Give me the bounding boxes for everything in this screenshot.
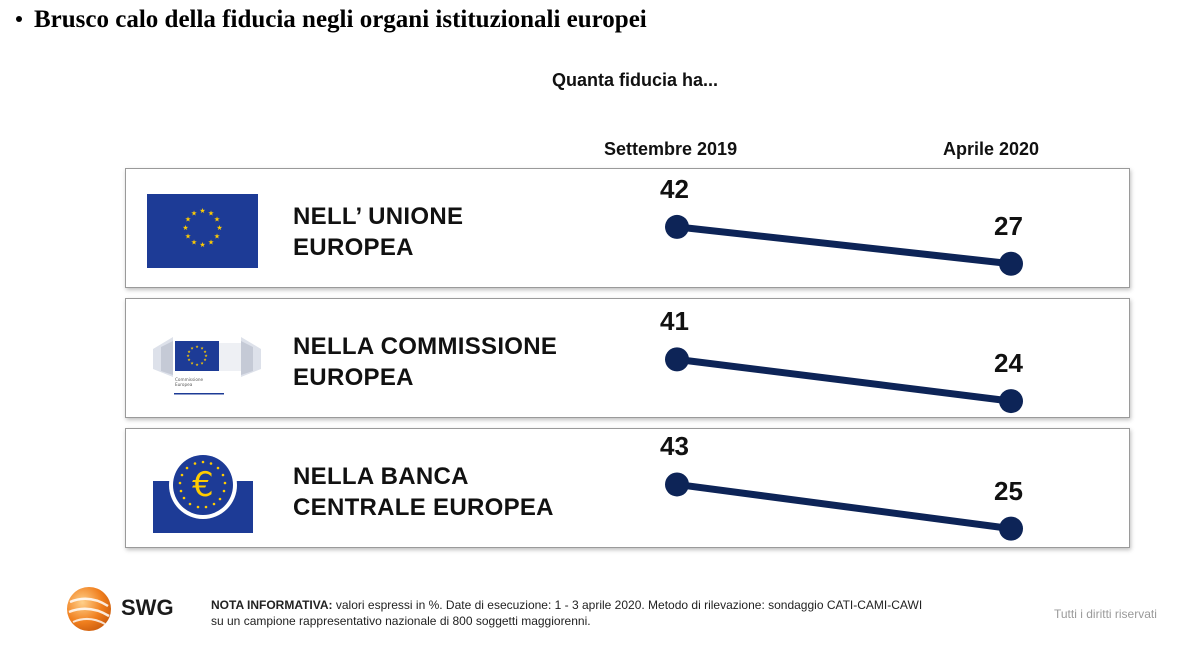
column-label-settembre-2019: Settembre 2019 [604, 139, 738, 159]
svg-text:★: ★ [208, 210, 214, 218]
note-line1: valori espressi in %. Date di esecuzione… [332, 598, 923, 612]
chart-title: Quanta fiducia ha... [551, 70, 719, 90]
panel-unione-europea: ★ ★ ★ ★ ★ ★ ★ ★ ★ ★ ★ ★ NELL’ UNIONE EUROPEA [125, 168, 1130, 288]
eu-flag-icon: ★ ★ ★ ★ ★ ★ ★ ★ ★ ★ ★ ★ [147, 194, 258, 268]
svg-text:★: ★ [203, 349, 207, 354]
series-line-0 [676, 223, 1012, 268]
svg-text:€: € [192, 465, 214, 505]
data-point-start-0 [665, 214, 689, 239]
panel-label-line1: NELL’ UNIONE [293, 203, 464, 230]
panel-label-line2: EUROPEA [293, 234, 414, 261]
data-point-start-2 [665, 472, 689, 497]
svg-text:★: ★ [187, 357, 191, 362]
european-commission-logo-icon: ★ ★ ★ ★ ★ ★ ★ ★ ★ ★ ★ ★ Commissione Europea [151, 319, 263, 401]
headline: Brusco calo della fiducia negli organi i… [16, 6, 647, 34]
svg-text:★: ★ [214, 233, 220, 241]
panel-label-commissione-europea: NELLA COMMISSIONE EUROPEA [293, 331, 557, 393]
value-label-start-2: 43 [660, 431, 689, 462]
svg-text:★: ★ [208, 239, 214, 247]
svg-text:★: ★ [199, 241, 205, 249]
swg-brand: SWG [121, 595, 174, 620]
svg-text:★: ★ [195, 362, 199, 367]
series-line-2 [676, 480, 1012, 533]
note-line2: su un campione rappresentativo nazionale… [211, 614, 591, 628]
data-point-start-1 [665, 347, 689, 372]
column-label-aprile-2020: Aprile 2020 [943, 139, 1040, 159]
panel-label-banca-centrale-europea: NELLA BANCA CENTRALE EUROPEA [293, 461, 554, 523]
data-point-end-2 [999, 516, 1023, 541]
svg-text:★: ★ [186, 353, 190, 358]
svg-text:★: ★ [200, 346, 204, 351]
panel-label-unione-europea: NELL’ UNIONE EUROPEA [293, 201, 463, 263]
panel-banca-centrale-europea: € NELLA BANCA CENTRALE EUROPEA [125, 428, 1130, 548]
svg-text:★: ★ [203, 357, 207, 362]
value-label-start-1: 41 [660, 306, 689, 337]
swg-logo-icon [64, 584, 114, 639]
svg-text:★: ★ [191, 239, 197, 247]
svg-text:★: ★ [214, 216, 220, 224]
svg-text:★: ★ [195, 344, 199, 349]
data-point-end-1 [999, 389, 1023, 414]
value-label-start-0: 42 [660, 173, 689, 204]
value-label-end-2: 25 [994, 475, 1023, 506]
headline-text: Brusco calo della fiducia negli organi i… [34, 6, 647, 33]
panel-label-line2: EUROPEA [293, 364, 414, 391]
svg-text:★: ★ [185, 216, 191, 224]
panel-label-line1: NELLA BANCA [293, 463, 469, 490]
value-label-end-1: 24 [994, 348, 1023, 379]
bullet-icon [16, 16, 22, 23]
commission-logo-caption: Commissione [175, 377, 204, 382]
rights-reserved: Tutti i diritti riservati [1054, 607, 1157, 621]
svg-text:★: ★ [216, 224, 222, 232]
svg-text:★: ★ [191, 210, 197, 218]
svg-text:★: ★ [190, 361, 194, 366]
panel-label-line2: CENTRALE EUROPEA [293, 494, 554, 521]
svg-text:★: ★ [187, 349, 191, 354]
svg-text:Europea: Europea [175, 382, 193, 387]
panel-label-line1: NELLA COMMISSIONE [293, 333, 558, 360]
footer-note: NOTA INFORMATIVA: valori espressi in %. … [211, 597, 922, 629]
svg-text:★: ★ [204, 353, 208, 358]
ecb-euro-logo-icon: € [153, 447, 253, 533]
svg-text:★: ★ [199, 207, 205, 215]
svg-text:★: ★ [190, 346, 194, 351]
svg-text:★: ★ [185, 233, 191, 241]
svg-text:★: ★ [200, 361, 204, 366]
note-label: NOTA INFORMATIVA: [211, 598, 333, 612]
data-point-end-0 [999, 251, 1023, 276]
series-line-1 [676, 355, 1012, 405]
value-label-end-0: 27 [994, 210, 1023, 241]
svg-text:★: ★ [182, 224, 188, 232]
